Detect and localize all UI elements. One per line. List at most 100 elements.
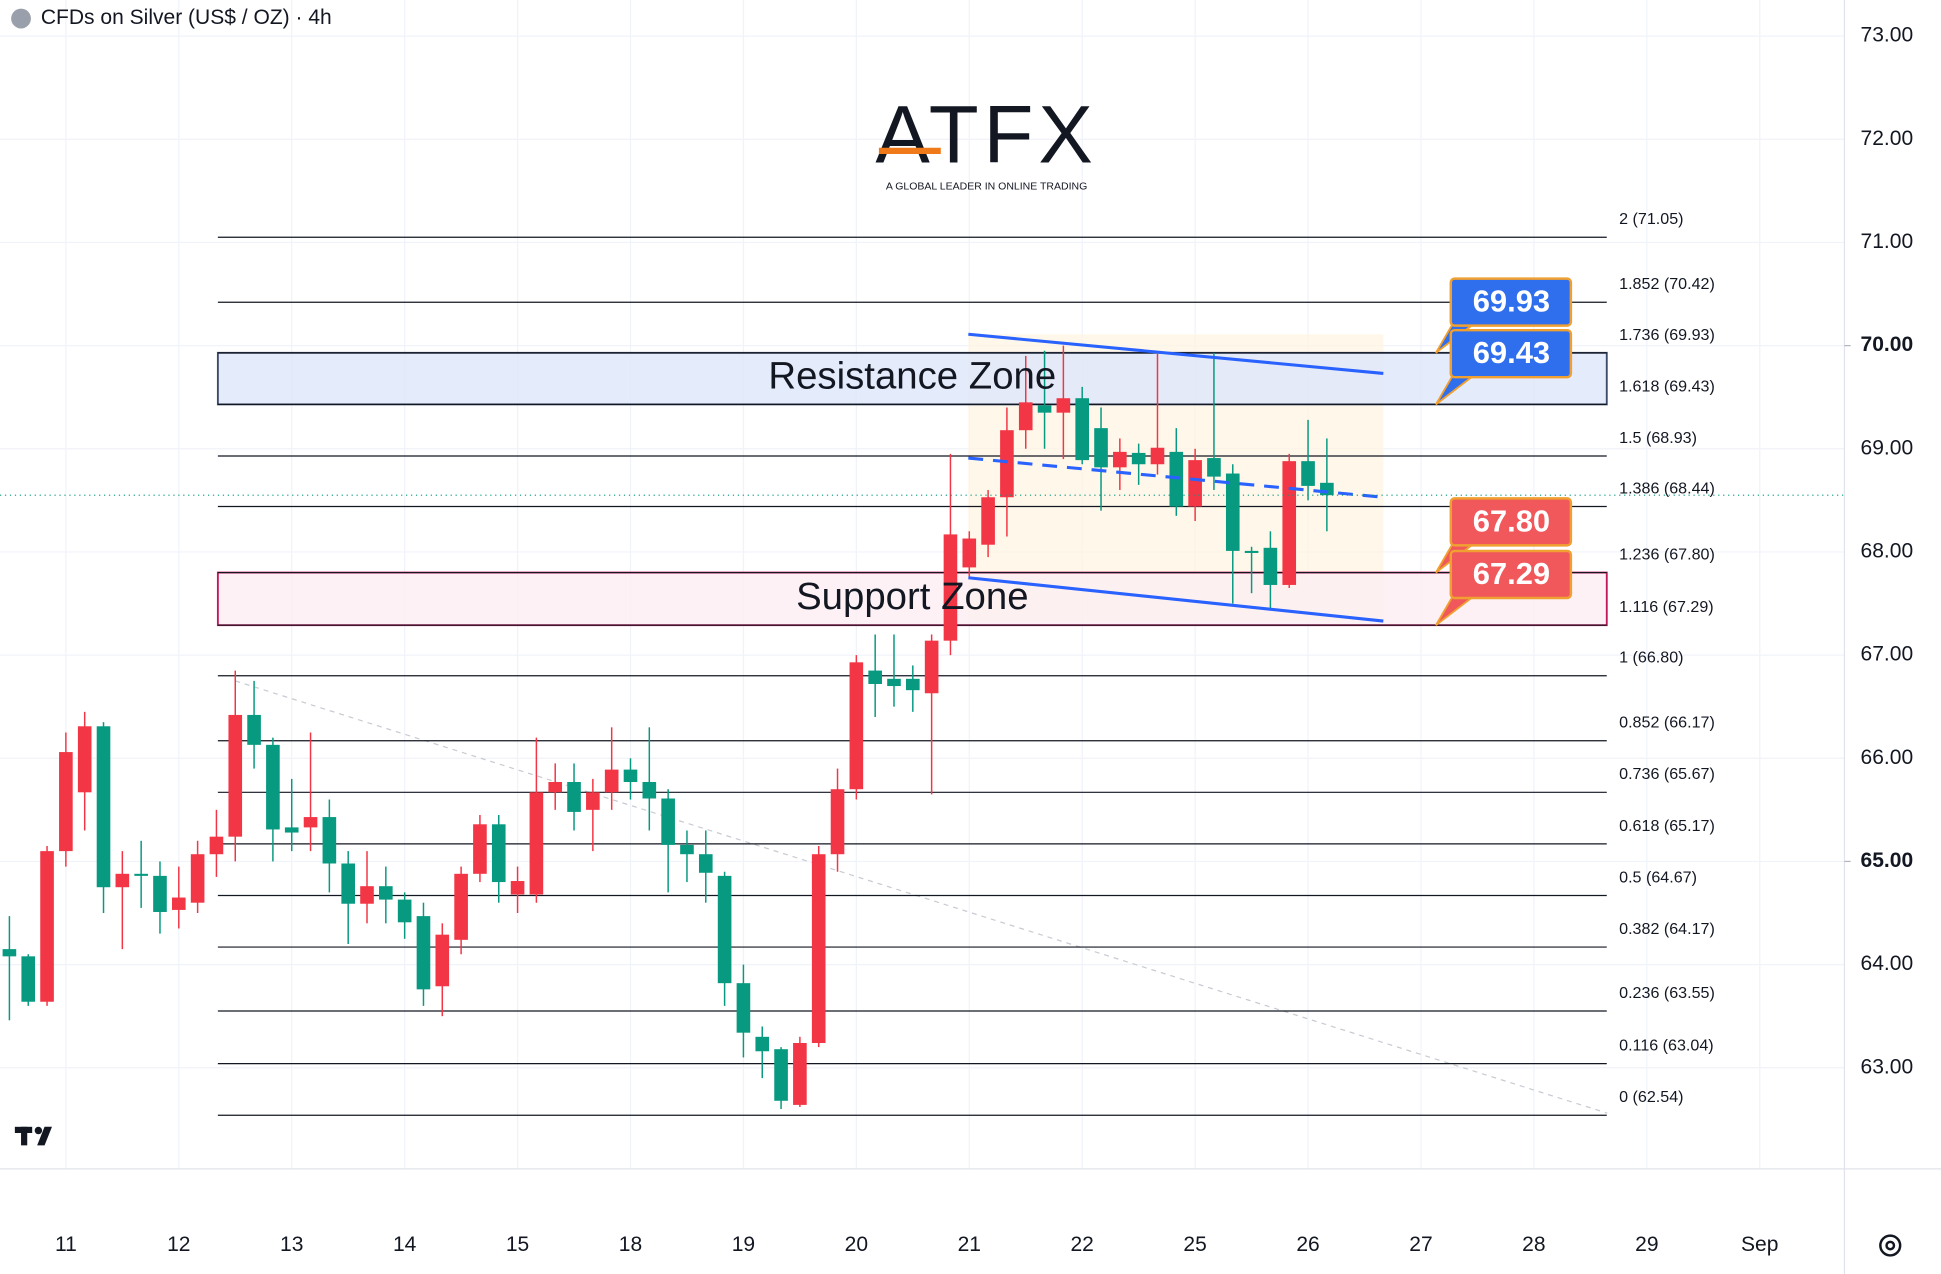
candle-body <box>548 781 563 793</box>
candle-body <box>962 538 977 568</box>
candle-body <box>793 1043 807 1105</box>
x-tick-label: 26 <box>1296 1233 1319 1256</box>
candle-body <box>717 875 732 984</box>
y-tick-label: 67.00 <box>1861 643 1914 666</box>
candle-body <box>1056 398 1071 413</box>
candle-body <box>774 1049 788 1101</box>
channel-line <box>968 576 1384 623</box>
candle-body <box>698 854 713 873</box>
candle-body <box>906 678 920 691</box>
candle-body <box>943 534 958 641</box>
fib-label: 0.5 (64.67) <box>1619 868 1697 886</box>
candle-body <box>115 873 130 888</box>
y-tick-label: 64.00 <box>1861 952 1914 975</box>
candle-body <box>510 881 525 895</box>
fib-label: 0.236 (63.55) <box>1619 984 1715 1002</box>
candle-body <box>1131 452 1146 465</box>
fib-label: 0.382 (64.17) <box>1619 920 1715 938</box>
price-tag <box>1449 497 1573 547</box>
settings-icon[interactable] <box>1879 1234 1902 1257</box>
tv-logo <box>14 1126 52 1146</box>
candle-body <box>1225 473 1240 551</box>
fib-label: 0.618 (65.17) <box>1619 817 1715 835</box>
fib-label: 1.386 (68.44) <box>1619 479 1715 497</box>
x-tick-label: 29 <box>1635 1233 1658 1256</box>
candle-body <box>887 678 901 687</box>
candle-body <box>1150 447 1165 465</box>
x-tick-label: 18 <box>619 1233 642 1256</box>
candle-body <box>1263 547 1278 585</box>
candle-body <box>529 792 544 895</box>
candle-body <box>454 873 468 940</box>
x-tick-label: 11 <box>55 1233 77 1256</box>
candle-body <box>586 792 600 810</box>
candle-body <box>284 827 299 833</box>
price-tag <box>1449 328 1573 379</box>
symbol-icon <box>11 8 31 29</box>
fib-label: 1.736 (69.93) <box>1619 326 1715 344</box>
fib-label: 1.618 (69.43) <box>1619 377 1715 395</box>
x-tick-label: 22 <box>1070 1233 1093 1256</box>
channel-line <box>968 456 1384 499</box>
candle-body <box>303 817 318 828</box>
channel-line <box>968 332 1384 375</box>
price-tag <box>1449 549 1573 600</box>
candle-body <box>661 798 675 845</box>
candle-body <box>868 670 882 684</box>
y-tick-label: 66.00 <box>1861 746 1914 769</box>
candle-body <box>134 873 148 876</box>
candle-body <box>680 844 694 855</box>
x-tick-label: 19 <box>732 1233 755 1256</box>
candle-body <box>473 824 487 874</box>
candle-body <box>2 949 17 957</box>
candle-body <box>924 640 939 694</box>
candle-body <box>849 662 864 790</box>
fib-label: 1.236 (67.80) <box>1619 546 1715 564</box>
candle-body <box>1207 458 1221 477</box>
x-tick-label: 12 <box>167 1233 190 1256</box>
fib-label: 2 (71.05) <box>1619 210 1683 228</box>
candle-body <box>642 781 657 799</box>
candle-body <box>360 886 374 904</box>
x-tick-label: 28 <box>1522 1233 1545 1256</box>
price-tag <box>1449 277 1573 327</box>
candle-body <box>491 824 506 883</box>
candle-body <box>1113 451 1127 468</box>
candle-body <box>228 714 243 837</box>
candle-body <box>397 899 412 923</box>
candle-body <box>1244 550 1259 553</box>
trendline <box>235 680 1608 1114</box>
candle-body <box>1000 430 1014 498</box>
candle-body <box>755 1036 770 1052</box>
candle-body <box>1018 402 1033 431</box>
y-tick-label: 65.00 <box>1861 849 1914 872</box>
y-tick-label: 72.00 <box>1861 127 1914 150</box>
x-tick-label: 14 <box>393 1233 417 1256</box>
candle-body <box>981 497 995 545</box>
candle-body <box>416 916 431 990</box>
fib-label: 1 (66.80) <box>1619 649 1683 667</box>
fib-label: 1.116 (67.29) <box>1619 598 1713 616</box>
candle-body <box>1037 405 1052 413</box>
price-tag-label: 67.80 <box>1473 503 1550 538</box>
price-tag-label: 67.29 <box>1473 556 1550 591</box>
zone-label: Support Zone <box>796 575 1028 618</box>
candle-body <box>811 854 826 1044</box>
fib-label: 0.852 (66.17) <box>1619 714 1715 732</box>
x-tick-label: 15 <box>506 1233 529 1256</box>
y-tick-label: 68.00 <box>1861 540 1914 563</box>
zone <box>216 571 1608 627</box>
candle-body <box>40 851 54 1002</box>
candle-body <box>1301 461 1315 486</box>
y-tick-label: 70.00 <box>1861 333 1914 356</box>
candle-body <box>341 863 355 904</box>
candle-body <box>1282 461 1297 585</box>
candle-body <box>77 726 92 793</box>
y-tick-label: 73.00 <box>1861 24 1914 47</box>
zone-label: Resistance Zone <box>768 355 1056 398</box>
fib-label: 1.5 (68.93) <box>1619 429 1697 447</box>
fib-label: 0.116 (63.04) <box>1619 1037 1713 1055</box>
candle-body <box>604 769 619 793</box>
